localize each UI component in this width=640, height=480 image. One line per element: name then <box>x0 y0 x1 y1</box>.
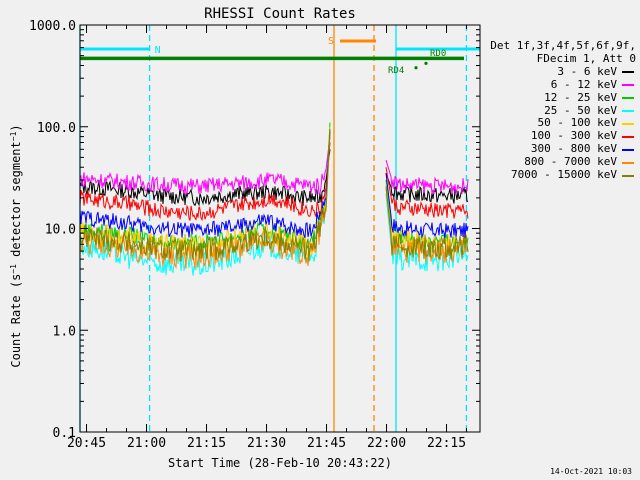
y-axis-label-exp2: −1 <box>9 131 18 141</box>
saa-label: S <box>328 36 334 47</box>
legend-swatch <box>622 174 634 177</box>
legend-swatch <box>622 161 634 164</box>
legend-item: 6 - 12 keV <box>478 77 636 92</box>
legend-header-detectors: Det 1f,3f,4f,5f,6f,9f, <box>490 39 636 52</box>
series-line-7000-15000keV <box>79 128 469 262</box>
legend-swatch <box>622 122 634 125</box>
series-line-100-300keV <box>79 142 469 222</box>
legend-swatch <box>622 135 634 138</box>
series-line-300-800keV <box>79 131 469 239</box>
y-axis-label-main: Count Rate (s <box>9 274 23 368</box>
x-tick-label: 21:15 <box>187 436 226 451</box>
legend-item: 12 - 25 keV <box>478 90 636 105</box>
y-axis-label-mid: detector segment <box>9 141 23 264</box>
y-axis-label-exp1: −1 <box>9 264 18 274</box>
legend: Det 1f,3f,4f,5f,6f,9f, FDecim 1, Att 0 3… <box>478 39 636 182</box>
legend-swatch <box>622 84 634 87</box>
y-axis-label-end: ) <box>9 124 23 131</box>
legend-swatch <box>622 71 634 74</box>
legend-item: 7000 - 15000 keV <box>478 168 636 182</box>
rd0-label: RD0 <box>430 49 446 59</box>
night-label: N <box>155 45 161 56</box>
y-tick-label: 100.0 <box>37 121 76 136</box>
legend-item: 100 - 300 keV <box>478 129 636 143</box>
legend-item-label: 300 - 800 keV <box>530 142 617 156</box>
x-tick-label: 22:00 <box>367 436 406 451</box>
legend-item: 800 - 7000 keV <box>478 155 636 169</box>
chart-title: RHESSI Count Rates <box>204 6 356 22</box>
legend-item: 300 - 800 keV <box>478 142 636 156</box>
legend-item: 25 - 50 keV <box>478 103 636 118</box>
legend-item-label: 12 - 25 keV <box>544 90 617 104</box>
x-tick-label: 21:30 <box>247 436 286 451</box>
timestamp: 14-Oct-2021 10:03 <box>550 467 632 476</box>
series-layer <box>79 122 469 276</box>
rd4-point <box>414 66 418 70</box>
legend-swatch <box>622 109 634 112</box>
legend-item: 50 - 100 keV <box>478 117 636 130</box>
x-tick-label: 22:15 <box>427 436 466 451</box>
x-tick-label: 21:00 <box>127 436 166 451</box>
legend-item-label: 6 - 12 keV <box>550 77 617 91</box>
rd4-label: RD4 <box>388 66 404 76</box>
legend-item-label: 800 - 7000 keV <box>524 155 617 169</box>
legend-item-label: 25 - 50 keV <box>544 103 617 117</box>
y-tick-label: 0.1 <box>53 426 76 441</box>
axes: 1000.0 100.0 10.0 1.0 0.120:45 21:00 21:15 21:3… <box>29 19 481 451</box>
series-line-3-6keV <box>79 149 469 207</box>
rd0-point <box>424 61 428 65</box>
y-tick-label: 1000.0 <box>29 19 76 34</box>
series-line-6-12keV <box>79 136 469 195</box>
x-tick-label: 21:45 <box>307 436 346 451</box>
legend-item-label: 7000 - 15000 keV <box>511 168 617 182</box>
y-tick-label: 10.0 <box>45 223 76 238</box>
legend-item-label: 50 - 100 keV <box>537 116 617 130</box>
y-tick-label: 1.0 <box>53 324 76 339</box>
legend-header-decimation: FDecim 1, Att 0 <box>536 51 636 65</box>
x-axis-label: Start Time (28-Feb-10 20:43:22) <box>168 456 392 470</box>
legend-item: 3 - 6 keV <box>478 64 636 79</box>
y-axis-label: Count Rate (s−1 detector segment−1) <box>9 124 24 367</box>
legend-item-label: 100 - 300 keV <box>530 129 617 143</box>
legend-swatch <box>622 148 634 151</box>
x-tick-label: 20:45 <box>67 436 106 451</box>
legend-swatch <box>622 97 634 100</box>
legend-item-label: 3 - 6 keV <box>557 64 617 78</box>
